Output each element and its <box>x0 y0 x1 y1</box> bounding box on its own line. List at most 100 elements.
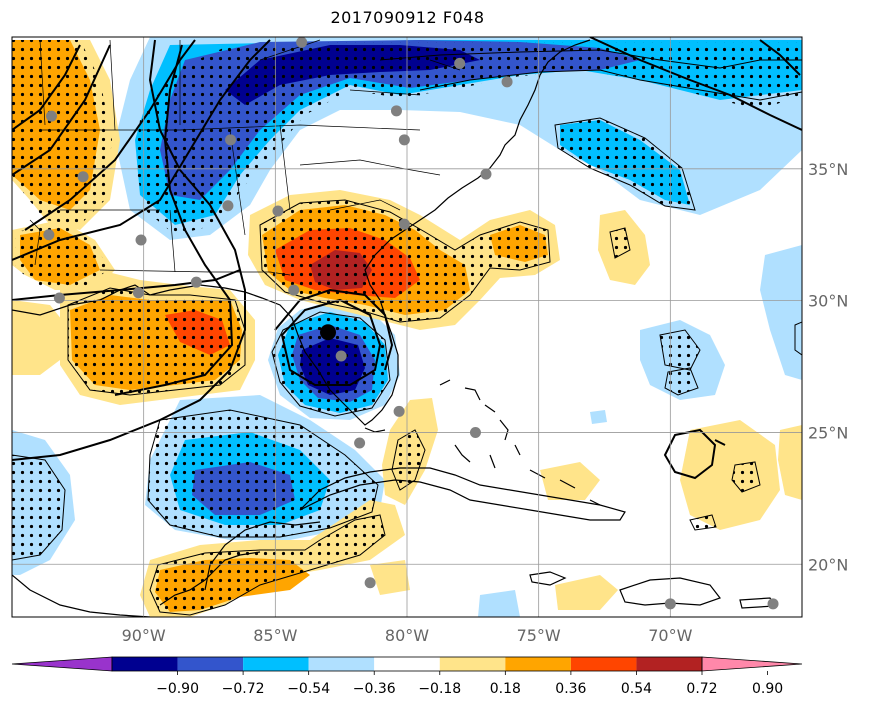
station-marker <box>135 234 147 246</box>
colorbar-tick-label: 0.54 <box>621 681 652 697</box>
station-marker <box>132 287 144 299</box>
station-marker <box>222 200 234 212</box>
station-marker <box>398 218 410 230</box>
station-marker <box>46 110 57 122</box>
florida-keys <box>364 427 386 433</box>
fill-neg-018-atlantic-2 <box>760 245 802 380</box>
colorbar-segment <box>505 657 571 671</box>
colorbar-tick-label: −0.18 <box>418 681 461 697</box>
station-marker <box>393 405 405 417</box>
contour-east-gulf <box>271 311 391 417</box>
contour-atlantic-1 <box>659 329 701 371</box>
station-marker <box>454 57 466 69</box>
contour-bahamas <box>391 429 426 491</box>
stipple-east-gulf <box>272 312 390 416</box>
fill-pos-018-atlantic-3 <box>778 425 802 500</box>
colorbar-segment <box>177 657 244 671</box>
colorbar-extend-high <box>701 656 803 672</box>
stipple-bahamas <box>392 430 425 490</box>
station-marker <box>501 76 513 88</box>
stipple-gulf-coast <box>68 288 245 395</box>
outer-low-arc <box>274 288 394 371</box>
us-gulf-coastline <box>12 39 591 426</box>
station-marker <box>480 168 492 180</box>
thick-contours <box>12 37 802 480</box>
colorbar-segment <box>439 657 506 671</box>
station-marker <box>43 229 55 241</box>
gridlines <box>12 37 802 617</box>
contour-atlantic-2 <box>664 367 699 396</box>
chart-title: 2017090912 F048 <box>330 8 485 27</box>
lon-tick-label: 80°W <box>385 626 429 645</box>
station-marker <box>390 105 402 117</box>
fill-pos-018-cuba-east <box>540 462 600 500</box>
lat-tick-label: 20°N <box>808 555 848 574</box>
contour-atlantic-eddy <box>554 117 696 211</box>
contour-caribbean <box>147 409 379 538</box>
lat-tick-label: 35°N <box>808 160 848 179</box>
colorbar-frame <box>111 656 703 672</box>
trough-line-4 <box>12 39 271 261</box>
fill-neg-036-atlantic-small <box>590 410 607 424</box>
northeast-front <box>589 37 802 131</box>
state-borders <box>29 39 461 276</box>
station-marker <box>398 134 410 146</box>
longitude-labels: 90°W 85°W 80°W 75°W 70°W <box>122 626 693 645</box>
storm-center-marker <box>320 324 336 341</box>
contour-atlantic-3 <box>731 461 761 493</box>
stipple-southeast <box>260 200 550 322</box>
arc-west-gulf <box>12 39 246 461</box>
trough-line-5 <box>12 269 241 301</box>
colorbar-tick-label: 0.36 <box>555 681 586 697</box>
contour-atlantic-4 <box>609 227 631 259</box>
colorbar-tick-label: −0.72 <box>222 681 265 697</box>
stipple-atlantic-eddy <box>555 118 695 210</box>
lon-tick-label: 70°W <box>648 626 692 645</box>
hispaniola <box>619 577 721 606</box>
arc-gulf-central <box>114 44 234 396</box>
fill-neg-018-puertorico <box>478 590 520 617</box>
station-marker <box>190 276 202 288</box>
station-marker <box>335 350 347 362</box>
lon-tick-label: 90°W <box>122 626 166 645</box>
contour-west-gulf <box>12 454 66 561</box>
fill-pos-018-atlantic-2 <box>680 420 780 530</box>
colorbar-segment <box>308 657 375 671</box>
station-marker <box>288 284 300 296</box>
colorbar-segment <box>112 657 178 671</box>
stipple-atlantic-2 <box>665 368 698 395</box>
yucatan-coast <box>204 521 321 591</box>
colorbar: −0.90 −0.72 −0.54 −0.36 −0.18 0.18 0.36 0.54 0.7… <box>11 656 803 697</box>
mexico-coast <box>12 551 261 617</box>
station-marker <box>296 37 308 48</box>
colorbar-tick-label: −0.36 <box>353 681 396 697</box>
jamaica <box>529 571 567 586</box>
bahamas-islands <box>439 379 601 506</box>
low-center-ring <box>280 298 382 386</box>
fill-pos-018-dr <box>555 575 618 610</box>
colorbar-segment <box>374 657 440 671</box>
contour-atlantic-6 <box>794 321 802 356</box>
lat-tick-label: 25°N <box>808 423 848 442</box>
station-marker <box>272 205 284 217</box>
stipple-yucatan <box>150 515 385 615</box>
colorbar-segment <box>570 657 637 671</box>
map-frame <box>11 36 803 618</box>
colorbar-tick-label: 0.18 <box>490 681 521 697</box>
latitude-labels: 20°N 25°N 30°N 35°N <box>808 160 848 574</box>
colorbar-segment <box>243 657 309 671</box>
colorbar-tick-label: −0.54 <box>287 681 330 697</box>
colorbar-tick-label: −0.90 <box>156 681 199 697</box>
station-marker <box>354 437 366 449</box>
fill-pos-018-jamaica <box>370 560 410 595</box>
station-marker <box>53 292 65 304</box>
station-marker <box>469 426 481 438</box>
trough-line-1 <box>12 44 81 131</box>
station-marker <box>664 598 676 610</box>
colorbar-extend-low <box>11 656 113 672</box>
lat-tick-label: 30°N <box>808 292 848 311</box>
colorbar-tick-label: 0.72 <box>686 681 717 697</box>
colorbar-segment <box>636 657 702 671</box>
fill-pos-018-gulf-west <box>12 300 70 375</box>
